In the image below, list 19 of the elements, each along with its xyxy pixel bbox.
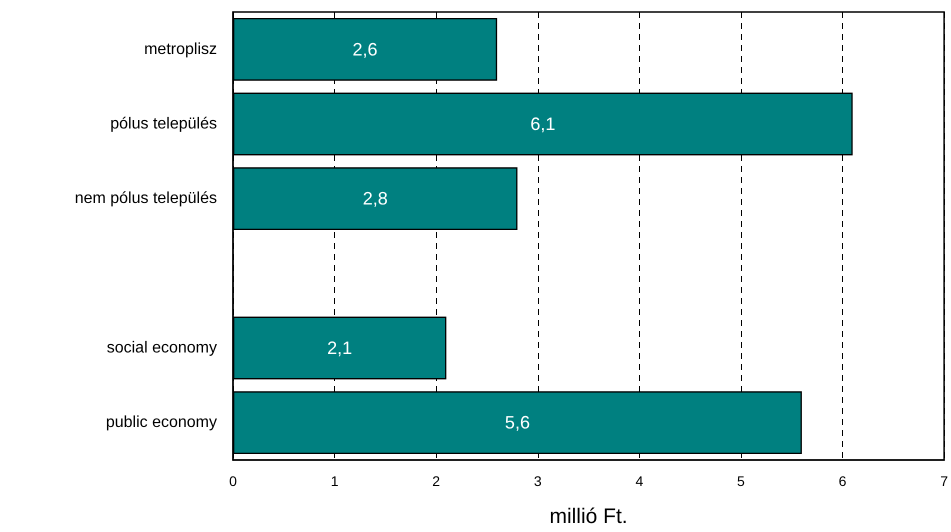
data-label: 2,1 [327, 338, 352, 358]
x-tick-label: 5 [737, 473, 746, 489]
y-tick-label: metroplisz [144, 40, 217, 58]
y-tick-label: public economy [106, 414, 217, 432]
x-tick-label: 7 [940, 473, 948, 489]
data-label: 2,8 [362, 188, 388, 209]
x-tick-label: 0 [229, 473, 238, 489]
x-tick-label: 4 [635, 473, 644, 489]
y-tick-label: nem pólus település [74, 190, 217, 208]
data-label: 5,6 [504, 412, 530, 433]
data-label: 6,1 [530, 114, 556, 134]
y-tick-label: social economy [106, 340, 217, 356]
x-tick-label: 3 [534, 473, 542, 489]
x-tick-label: 6 [838, 473, 847, 489]
x-axis-title: millió Ft. [549, 505, 628, 528]
y-tick-label: pólus település [110, 116, 217, 132]
x-tick-label: 2 [432, 473, 440, 489]
x-tick-label: 1 [330, 473, 339, 489]
data-label: 2,6 [352, 39, 378, 60]
